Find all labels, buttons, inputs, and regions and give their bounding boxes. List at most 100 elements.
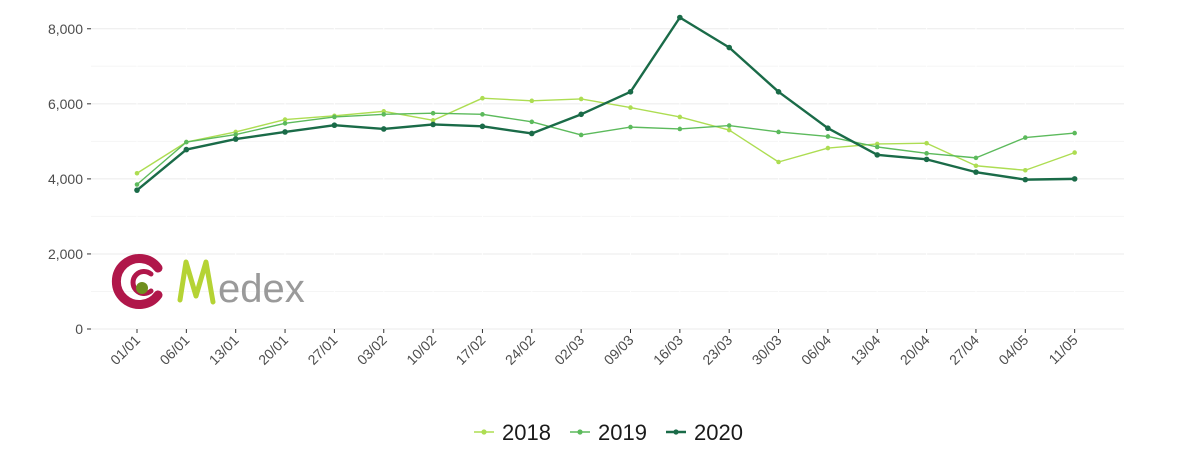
logo-wordmark: edex [218,267,305,311]
data-point [1072,150,1077,155]
logo-m-icon [177,259,216,305]
data-point [726,123,732,128]
data-point [578,96,584,102]
data-point [1022,176,1029,183]
medex-logo: edex [111,254,305,311]
data-point [183,146,190,153]
logo-dot-icon [136,282,148,294]
grid-lines [91,10,1124,330]
data-point [874,144,880,150]
data-point [628,105,633,110]
logo-swirl-inner-icon [130,269,154,296]
data-point [282,117,288,122]
series-line-2020 [136,16,1075,192]
data-point [380,126,387,132]
data-point [480,112,485,117]
x-tick-label: 30/03 [749,332,785,368]
x-tick-label: 16/03 [650,332,686,368]
x-tick-label: 03/02 [354,332,390,368]
data-point [430,110,436,116]
x-tick-label: 23/03 [699,332,735,368]
data-point [134,187,140,193]
x-tick-label: 01/01 [107,332,143,368]
data-point [332,114,337,120]
legend: 2018 2019 2020 [474,420,743,445]
legend-swatch-point [577,429,583,435]
series-2018 [134,95,1077,176]
data-point [282,121,288,126]
data-point [677,126,683,132]
series-2019 [134,110,1077,187]
legend-swatch-point [673,429,679,435]
legend-label: 2018 [502,420,551,445]
data-point [973,169,979,175]
y-tick-label: 0 [75,321,83,337]
data-point [1072,130,1077,136]
x-tick-label: 13/01 [206,332,242,368]
x-tick-label: 11/05 [1045,332,1081,368]
data-point [529,119,535,125]
legend-label: 2020 [694,420,743,445]
x-tick-label: 06/01 [156,332,192,368]
y-tick-label: 4,000 [48,171,83,187]
data-point [726,44,732,51]
data-point [134,170,140,176]
data-point [627,89,634,95]
data-point [480,95,485,101]
legend-item-2018: 2018 [474,420,551,445]
data-point [578,132,584,138]
x-axis: 01/01 06/01 13/01 20/01 27/01 03/02 10/02 17/02… [107,329,1081,368]
legend-swatch-point [481,429,487,435]
data-point [430,118,436,123]
data-point [232,136,239,142]
y-tick-label: 2,000 [48,246,83,262]
legend-item-2019: 2019 [570,420,647,445]
data-point [134,182,140,187]
x-tick-label: 17/02 [452,332,488,368]
data-point [578,111,584,118]
data-point [479,123,486,130]
data-point [924,140,929,146]
data-point [677,14,683,21]
x-tick-label: 20/01 [255,332,291,368]
data-point [825,125,831,132]
x-tick-label: 10/02 [403,332,439,368]
legend-label: 2019 [598,420,647,445]
data-point [825,134,831,139]
data-point [776,159,781,165]
data-point [529,130,535,137]
y-tick-label: 8,000 [48,21,83,37]
data-point [775,89,782,95]
data-point [923,156,930,163]
data-point [726,127,732,133]
data-point [430,121,436,128]
x-tick-label: 02/03 [551,332,587,368]
x-tick-label: 27/04 [946,332,982,368]
data-point [233,132,238,137]
data-point [1023,135,1028,140]
data-point [529,98,535,104]
x-tick-label: 13/04 [847,332,883,368]
logo-swirl-icon [111,254,163,309]
data-point [874,152,881,158]
data-point [677,114,683,120]
data-point [776,129,781,135]
x-tick-label: 20/04 [897,332,933,368]
data-point [184,139,189,145]
data-point [331,122,338,129]
legend-item-2020: 2020 [666,420,743,445]
data-point [628,124,633,130]
data-point [924,151,929,156]
data-point [282,129,288,135]
x-tick-label: 27/01 [304,332,340,368]
x-tick-label: 09/03 [601,332,637,368]
data-point [381,112,387,117]
x-tick-label: 06/04 [798,332,834,368]
y-tick-label: 6,000 [48,96,83,112]
series-layer [134,14,1078,193]
series-2020 [134,14,1078,193]
data-point [825,145,831,151]
series-line-2019 [136,112,1075,186]
data-point [1071,176,1078,182]
